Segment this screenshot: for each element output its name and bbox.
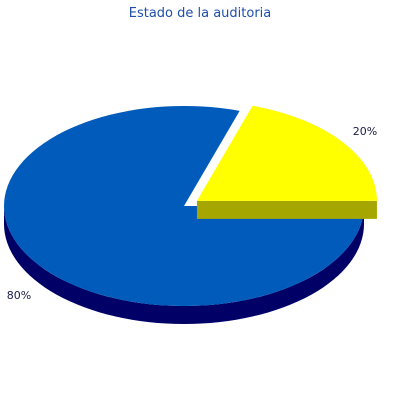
pie-slice [196,105,377,219]
pie-slice-top [4,106,365,306]
pie-slice [4,106,365,324]
pie-slice-side [4,206,364,324]
chart-title: Estado de la auditoria [129,6,272,21]
pie-slice-cut-face [196,200,377,219]
pie-labels: 20% 80% [7,125,377,302]
pie-slice-top [196,105,377,201]
pie-slices [4,105,377,324]
data-label: 20% [353,125,377,138]
data-label: 80% [7,289,31,302]
